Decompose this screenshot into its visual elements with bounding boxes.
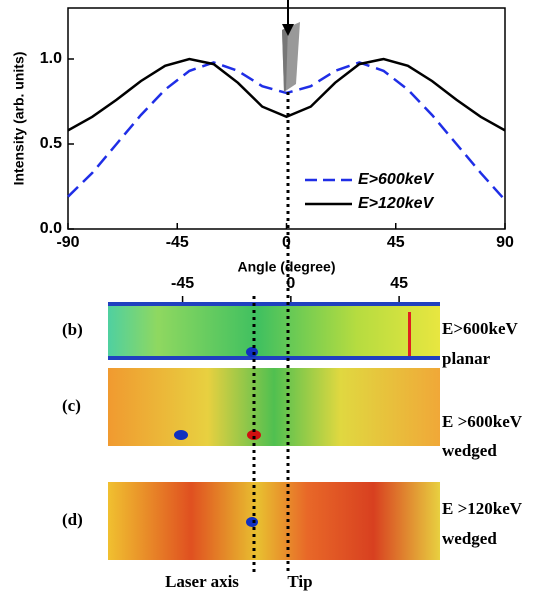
x-tick-label: -90 (56, 234, 79, 251)
x-tick-label: 90 (496, 234, 514, 251)
panel-text: E >120keV (442, 499, 523, 518)
panel-label: (d) (62, 510, 83, 529)
y-tick-label: 0.0 (40, 220, 62, 237)
panel-text: planar (442, 349, 491, 368)
spot (246, 517, 258, 527)
spot (174, 430, 188, 440)
image-c (108, 368, 440, 446)
target-wedge (282, 27, 288, 92)
x-tick-label: -45 (171, 275, 194, 292)
panel-text: wedged (442, 441, 497, 460)
x-axis-label: Angle (degree) (237, 259, 335, 275)
spot (246, 347, 258, 357)
panel-text: E >600keV (442, 412, 523, 431)
image-b (108, 302, 440, 360)
arrow-head (282, 24, 294, 36)
marker-label: Laser axis (165, 572, 239, 591)
marker-label: Tip (287, 572, 312, 591)
y-axis-label: Intensity (arb. units) (11, 52, 27, 186)
image-edge (108, 356, 440, 360)
series-line (67, 57, 506, 132)
line-chart: 0.0 0.5 1.0 -90 -45 0 45 90 Angle (degree) Intens… (11, 7, 514, 275)
x-tick-label: 0 (286, 275, 295, 292)
panel-text: wedged (442, 529, 497, 548)
panel-text: E>600keV (442, 319, 519, 338)
y-tick-label: 0.5 (40, 135, 62, 152)
image-d (108, 482, 440, 560)
image-panels: -45 0 45 (b) E>600keV planar (c) E >600keV wedge… (62, 275, 523, 591)
x-tick-label: -45 (166, 234, 189, 251)
x-tick-label: 0 (282, 234, 291, 251)
x-tick-label: 45 (387, 234, 405, 251)
panel-label: (c) (62, 396, 81, 415)
image-edge (108, 302, 440, 306)
legend-label: E>120keV (358, 195, 435, 212)
legend-label: E>600keV (358, 171, 435, 188)
panel-label: (b) (62, 320, 83, 339)
x-tick-label: 45 (390, 275, 408, 292)
image-streak (408, 312, 411, 356)
spot (247, 430, 261, 440)
y-tick-label: 1.0 (40, 50, 62, 67)
